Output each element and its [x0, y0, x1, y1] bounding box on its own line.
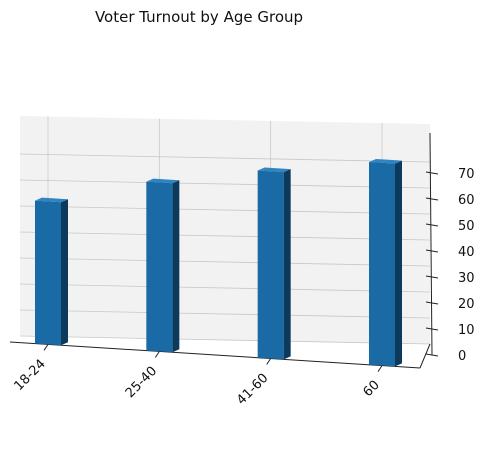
x-tick-mark [266, 358, 272, 365]
x-tick-mark [154, 351, 160, 358]
bar-top [35, 197, 68, 203]
z-tick-label: 10 [458, 323, 475, 338]
grid-line-z [19, 257, 431, 267]
z-axis-line [429, 132, 433, 356]
bar [146, 178, 180, 353]
z-tick-mark [425, 275, 439, 279]
z-tick-label: 20 [458, 297, 475, 312]
grid-line-z [19, 153, 431, 163]
z-tick-mark [425, 353, 439, 357]
z-tick-mark [425, 223, 439, 227]
z-tick-mark [425, 327, 439, 331]
back-pane [20, 116, 430, 344]
x-tick-label: 41-60 [234, 371, 271, 408]
x-tick-mark [377, 365, 383, 372]
bar-top [146, 178, 180, 184]
z-tick-label: 40 [458, 245, 475, 260]
grid-line-z [19, 309, 431, 319]
bar-side [172, 180, 180, 353]
back-pane-face [20, 116, 430, 344]
x-tick-label: 18-24 [12, 357, 49, 394]
bar-front [146, 181, 173, 353]
bar-front [257, 170, 284, 360]
bar-side [283, 169, 291, 360]
floor-side-edge [419, 343, 431, 369]
z-tick-label: 50 [458, 219, 475, 234]
x-axis-line [9, 341, 421, 369]
bar-top [369, 158, 402, 164]
bar-front [35, 200, 61, 346]
bar-top [257, 167, 291, 173]
x-tick-mark [43, 344, 49, 351]
bar [257, 167, 291, 360]
bar [35, 197, 68, 346]
grid-line-z [19, 231, 431, 241]
bar [369, 158, 402, 367]
x-tick-label: 60 [361, 378, 383, 400]
bar-front [369, 161, 395, 367]
grid-line-z [19, 335, 431, 345]
z-tick-label: 30 [458, 271, 475, 286]
grid-line-z [19, 205, 431, 215]
bars [35, 158, 402, 367]
z-tick-label: 0 [458, 349, 466, 364]
grid-line-z [19, 179, 431, 189]
bar-side [395, 160, 402, 367]
z-tick-label: 70 [458, 167, 475, 182]
z-tick-mark [425, 301, 439, 305]
axes [9, 132, 433, 369]
z-tick-mark [425, 171, 439, 175]
z-tick-mark [425, 197, 439, 201]
z-tick-labels: 0 10 20 30 40 50 60 70 [425, 167, 475, 364]
z-tick-label: 60 [458, 193, 475, 208]
chart-title: Voter Turnout by Age Group [95, 8, 303, 26]
grid-line-z [19, 283, 431, 293]
bar-side [61, 199, 68, 346]
z-tick-mark [425, 249, 439, 253]
x-tick-label: 25-40 [123, 364, 160, 401]
